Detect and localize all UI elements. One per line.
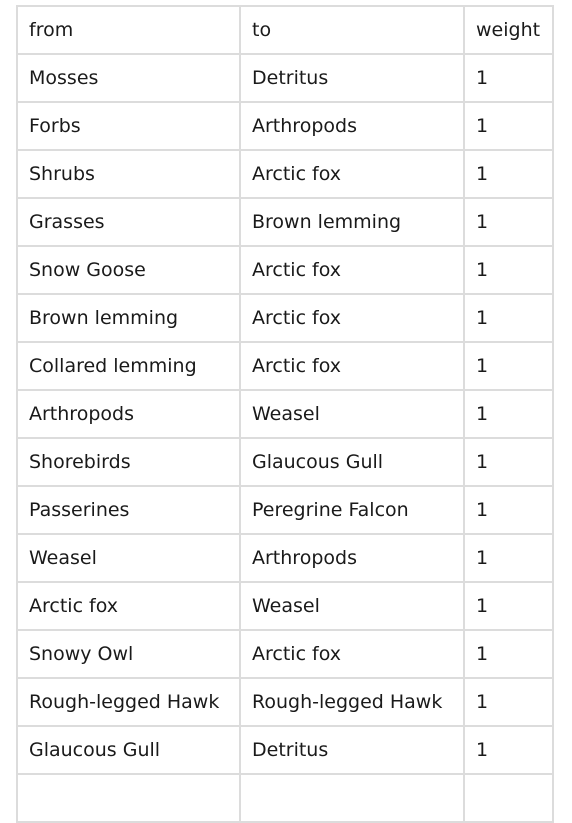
cell-to: Weasel xyxy=(239,389,465,439)
cell-from: Mosses xyxy=(16,53,241,103)
cell-from: Glaucous Gull xyxy=(16,725,241,775)
cell-to: Weasel xyxy=(239,581,465,631)
cell-from: Weasel xyxy=(16,533,241,583)
table-body: Mosses Detritus 1 Forbs Arthropods 1 Shrubs Arc… xyxy=(16,53,554,823)
cell-weight: 1 xyxy=(463,677,554,727)
cell-from: Brown lemming xyxy=(16,293,241,343)
cell-to: Arctic fox xyxy=(239,341,465,391)
cell-to: Detritus xyxy=(239,53,465,103)
cell-to: Arthropods xyxy=(239,533,465,583)
cell-weight: 1 xyxy=(463,293,554,343)
table-row: Shrubs Arctic fox 1 xyxy=(16,149,554,199)
table-row: Shorebirds Glaucous Gull 1 xyxy=(16,437,554,487)
cell-to: Glaucous Gull xyxy=(239,437,465,487)
cell-from: Forbs xyxy=(16,101,241,151)
table-row: Weasel Arthropods 1 xyxy=(16,533,554,583)
table-row: Brown lemming Arctic fox 1 xyxy=(16,293,554,343)
edge-table: from to weight Mosses Detritus 1 Forbs Arthr… xyxy=(16,5,554,823)
table-row: Rough-legged Hawk Rough-legged Hawk 1 xyxy=(16,677,554,727)
cell-weight: 1 xyxy=(463,197,554,247)
cell-weight: 1 xyxy=(463,101,554,151)
edge-table-container: from to weight Mosses Detritus 1 Forbs Arthr… xyxy=(16,5,554,823)
cell-to: Arthropods xyxy=(239,101,465,151)
cell-weight: 1 xyxy=(463,725,554,775)
table-row xyxy=(16,773,554,823)
table-row: Arthropods Weasel 1 xyxy=(16,389,554,439)
cell-from: Collared lemming xyxy=(16,341,241,391)
cell-from: Arctic fox xyxy=(16,581,241,631)
cell-to xyxy=(239,773,465,823)
column-header-from: from xyxy=(16,5,241,55)
cell-weight: 1 xyxy=(463,53,554,103)
cell-to: Brown lemming xyxy=(239,197,465,247)
cell-from: Rough-legged Hawk xyxy=(16,677,241,727)
table-row: Grasses Brown lemming 1 xyxy=(16,197,554,247)
table-row: Glaucous Gull Detritus 1 xyxy=(16,725,554,775)
cell-from xyxy=(16,773,241,823)
table-row: Forbs Arthropods 1 xyxy=(16,101,554,151)
cell-to: Arctic fox xyxy=(239,629,465,679)
table-row: Snow Goose Arctic fox 1 xyxy=(16,245,554,295)
cell-from: Shrubs xyxy=(16,149,241,199)
cell-from: Grasses xyxy=(16,197,241,247)
column-header-to: to xyxy=(239,5,465,55)
column-header-weight: weight xyxy=(463,5,554,55)
table-row: Mosses Detritus 1 xyxy=(16,53,554,103)
cell-weight: 1 xyxy=(463,245,554,295)
cell-to: Rough-legged Hawk xyxy=(239,677,465,727)
cell-to: Arctic fox xyxy=(239,293,465,343)
cell-from: Snowy Owl xyxy=(16,629,241,679)
cell-weight: 1 xyxy=(463,437,554,487)
cell-from: Snow Goose xyxy=(16,245,241,295)
cell-from: Arthropods xyxy=(16,389,241,439)
cell-to: Arctic fox xyxy=(239,245,465,295)
cell-from: Shorebirds xyxy=(16,437,241,487)
cell-weight: 1 xyxy=(463,341,554,391)
cell-weight: 1 xyxy=(463,533,554,583)
table-row: Collared lemming Arctic fox 1 xyxy=(16,341,554,391)
cell-weight xyxy=(463,773,554,823)
cell-weight: 1 xyxy=(463,581,554,631)
cell-from: Passerines xyxy=(16,485,241,535)
cell-to: Detritus xyxy=(239,725,465,775)
cell-weight: 1 xyxy=(463,149,554,199)
cell-to: Arctic fox xyxy=(239,149,465,199)
table-header-row: from to weight xyxy=(16,5,554,55)
cell-to: Peregrine Falcon xyxy=(239,485,465,535)
cell-weight: 1 xyxy=(463,485,554,535)
table-row: Arctic fox Weasel 1 xyxy=(16,581,554,631)
cell-weight: 1 xyxy=(463,389,554,439)
table-row: Snowy Owl Arctic fox 1 xyxy=(16,629,554,679)
cell-weight: 1 xyxy=(463,629,554,679)
table-row: Passerines Peregrine Falcon 1 xyxy=(16,485,554,535)
